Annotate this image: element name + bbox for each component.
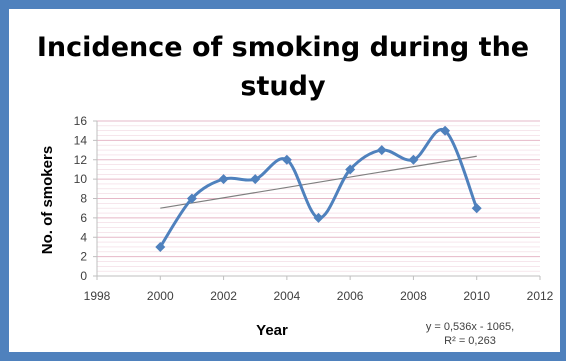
y-tick-label: 14: [74, 133, 88, 147]
y-tick-label: 0: [80, 269, 87, 283]
x-tick-label: 2008: [400, 289, 427, 303]
y-tick-label: 2: [80, 250, 87, 264]
x-axis-title: Year: [256, 322, 288, 339]
y-tick-label: 8: [80, 192, 87, 206]
series-line: [158, 127, 479, 249]
trendline-equation-line-1: y = 0,536x - 1065,: [425, 321, 515, 333]
y-tick-label: 6: [80, 211, 87, 225]
y-tick-label: 16: [74, 114, 88, 128]
y-tick-label: 10: [74, 172, 88, 186]
series: [155, 125, 482, 252]
chart-title-line-1: Incidence of smoking during the: [36, 32, 530, 63]
chart-title: Incidence of smoking during the study: [14, 28, 552, 106]
data-point-marker: [250, 174, 261, 185]
data-point-marker: [345, 164, 356, 175]
x-tick-label: 1998: [84, 289, 111, 303]
y-tick-label: 12: [74, 153, 88, 167]
x-tick-label: 2002: [210, 289, 237, 303]
x-tick-label: 2000: [147, 289, 174, 303]
x-tick-label: 2004: [274, 289, 301, 303]
chart-title-line-2: study: [240, 71, 326, 102]
data-point-marker: [218, 174, 229, 185]
y-axis-title: No. of smokers: [39, 146, 56, 254]
trendline-r-squared: R² = 0,263: [444, 335, 496, 347]
linear-trendline: [160, 155, 477, 209]
x-tick-label: 2006: [337, 289, 364, 303]
y-tick-label: 4: [80, 230, 87, 244]
tick-labels: 0 2 4 6 8 10 12 14 16 1998 2000 2002 2004 2006 2008 201…: [74, 114, 554, 303]
data-point-marker: [408, 154, 419, 165]
data-point-marker: [281, 154, 292, 165]
trendline: [160, 155, 477, 209]
trendline-equation: y = 0,536x - 1065, R² = 0,263: [400, 320, 540, 348]
data-point-marker: [155, 241, 166, 252]
data-point-marker: [313, 212, 324, 223]
data-point-marker: [186, 193, 197, 204]
data-point-marker: [471, 203, 482, 214]
data-point-marker: [440, 125, 451, 136]
x-tick-label: 2012: [527, 289, 554, 303]
data-point-marker: [376, 145, 387, 156]
x-tick-label: 2010: [463, 289, 490, 303]
